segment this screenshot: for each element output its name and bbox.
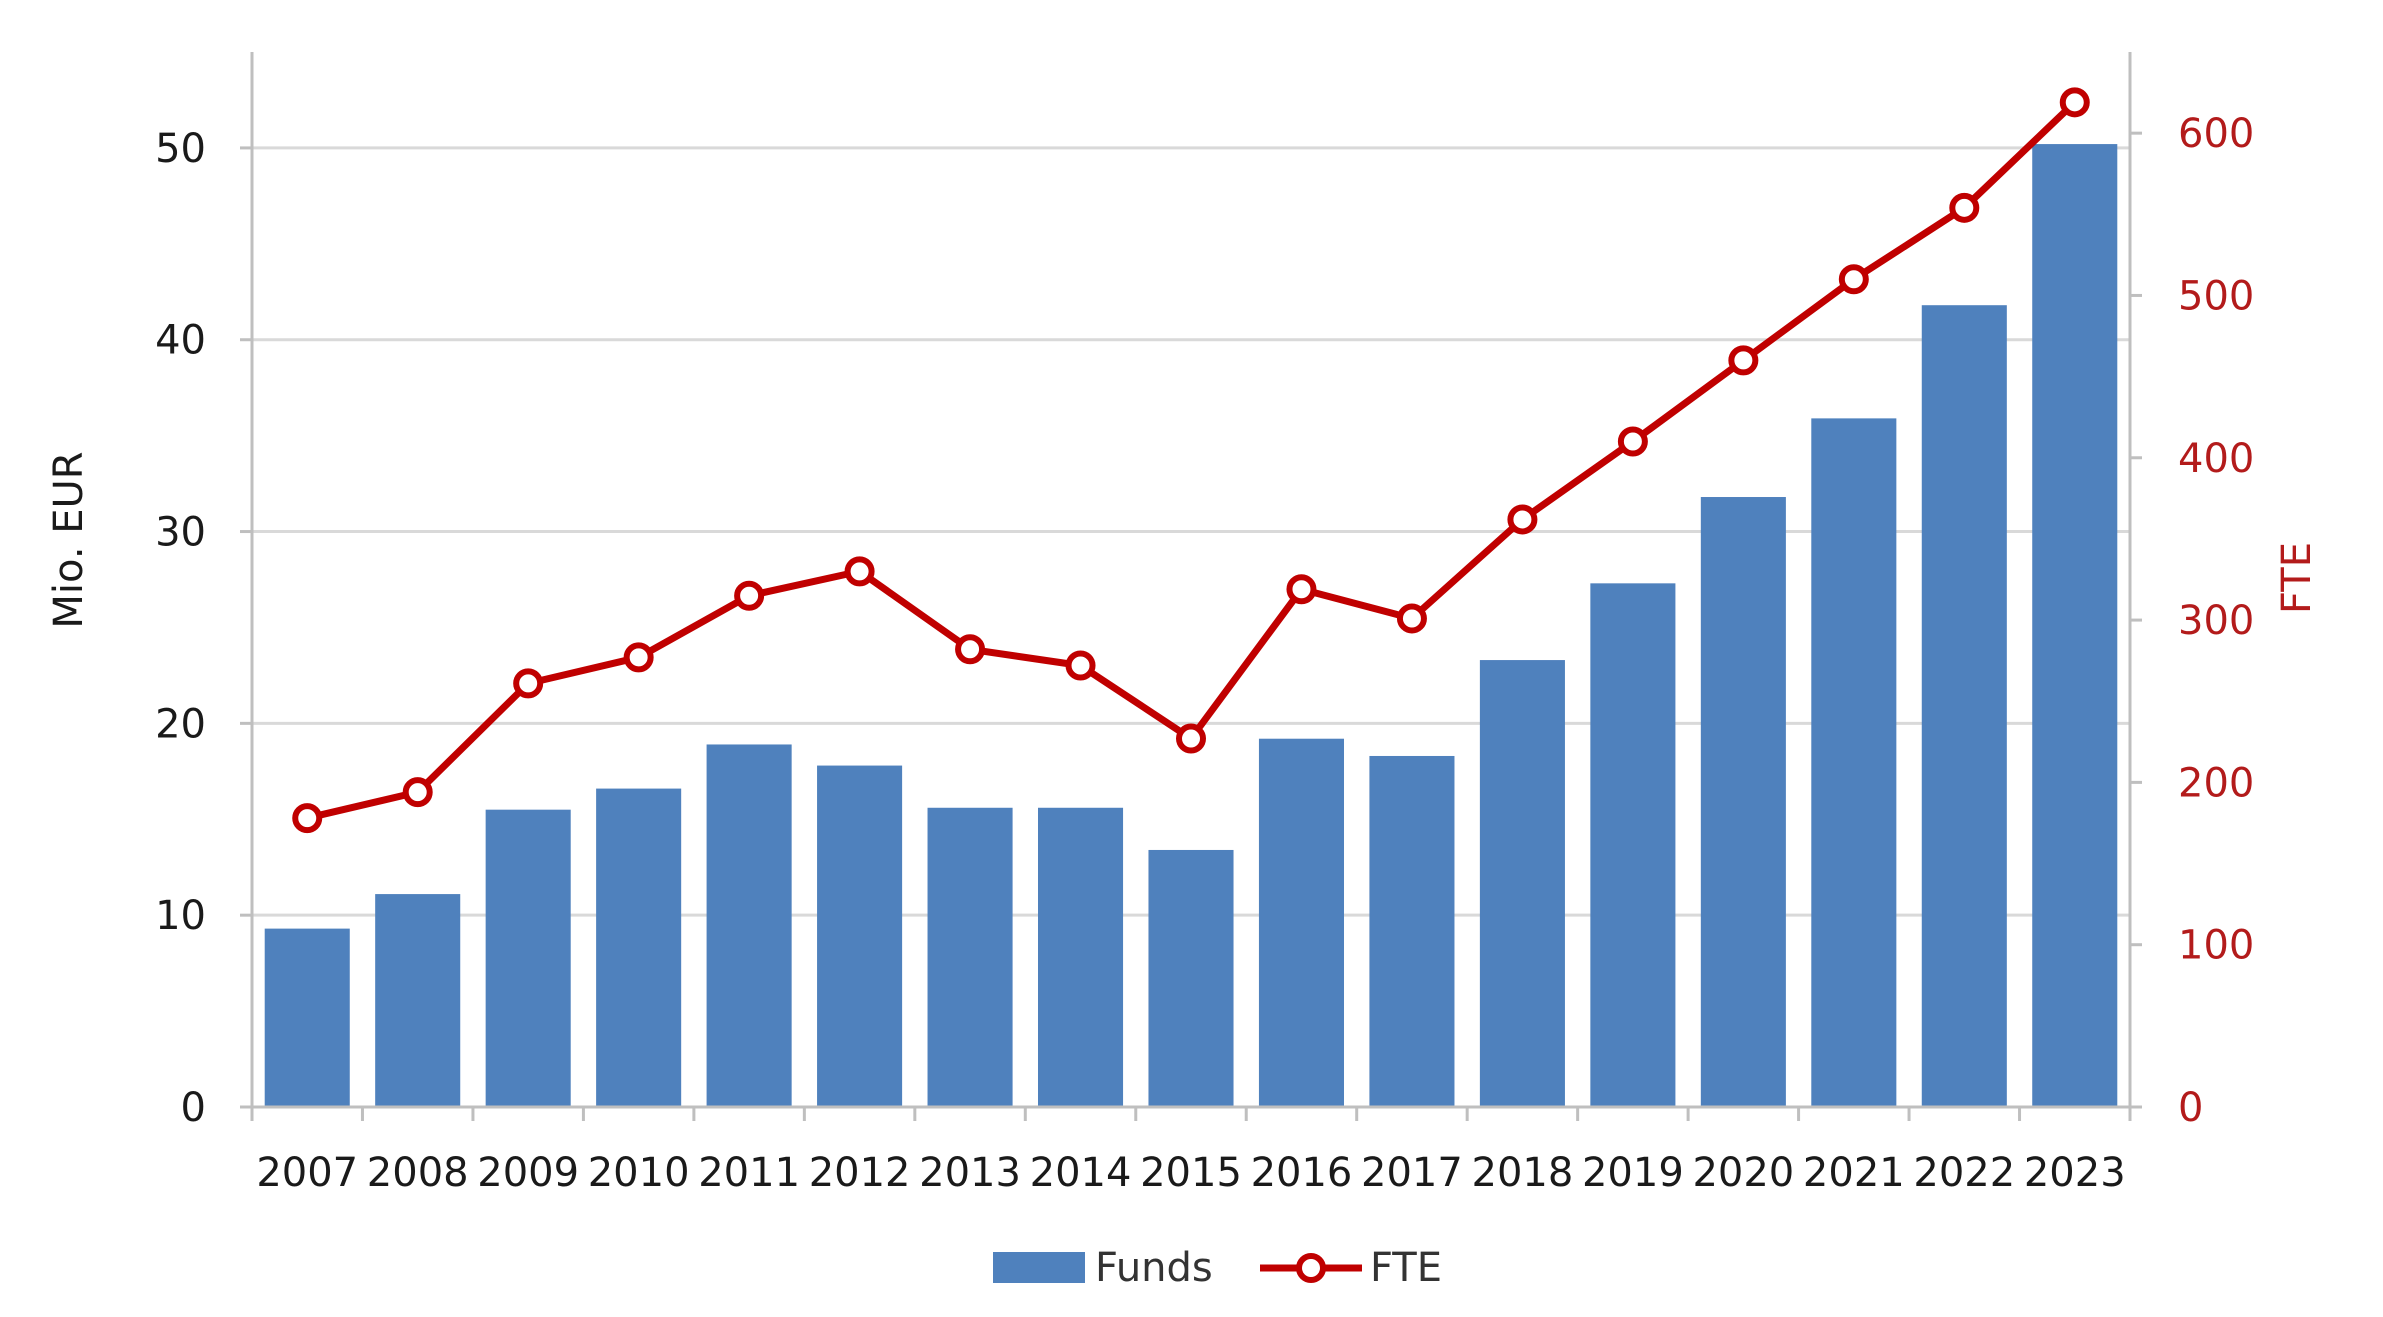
bar-funds-2016: [1258, 738, 1345, 1107]
right-tick-label: 500: [2178, 273, 2254, 319]
legend-funds-label: Funds: [1095, 1245, 1213, 1291]
left-tick-label: 0: [181, 1085, 206, 1131]
left-axis-title: Mio. EUR: [46, 451, 92, 628]
x-tick-label: 2007: [256, 1150, 358, 1196]
left-axis-ticks: 0 10 20 30 40 50: [155, 126, 206, 1131]
point-fte-2018: [1507, 504, 1538, 535]
point-fte-2007: [292, 803, 323, 834]
right-tick-label: 400: [2178, 436, 2254, 482]
point-fte-2017: [1396, 603, 1427, 634]
right-axis-title: FTE: [2274, 542, 2320, 614]
point-fte-2008: [402, 777, 433, 808]
point-fte-2020: [1728, 345, 1759, 376]
point-fte-2022: [1949, 192, 1980, 223]
right-tick-label: 600: [2178, 111, 2254, 157]
bar-funds-2012: [817, 765, 903, 1107]
x-tick-label: 2020: [1692, 1150, 1794, 1196]
right-tick-label: 200: [2178, 760, 2254, 806]
fte-series-line: [306, 99, 2078, 822]
bar-funds-2017: [1369, 755, 1455, 1107]
left-tick-label: 20: [155, 701, 206, 747]
x-tick-label: 2017: [1361, 1150, 1463, 1196]
left-tick-label: 40: [155, 318, 206, 364]
bar-funds-2007: [264, 928, 350, 1107]
left-tick-label: 10: [155, 893, 206, 939]
point-fte-2009: [513, 668, 544, 699]
x-tick-label: 2013: [919, 1150, 1021, 1196]
bar-funds-2022: [1921, 305, 2007, 1107]
x-tick-label: 2012: [809, 1150, 911, 1196]
bar-funds-2009: [485, 809, 571, 1107]
bar-funds-2019: [1590, 583, 1676, 1107]
point-fte-2015: [1176, 723, 1206, 754]
bar-funds-2010: [596, 788, 682, 1107]
point-fte-2014: [1065, 650, 1096, 681]
bar-funds-2015: [1148, 849, 1234, 1107]
x-tick-label: 2019: [1582, 1150, 1684, 1196]
x-tick-label: 2023: [2024, 1150, 2126, 1196]
x-tick-label: 2011: [698, 1150, 800, 1196]
legend-funds-swatch: [993, 1252, 1085, 1283]
left-tick-label: 30: [155, 510, 206, 556]
right-axis-ticks: 0 100 200 300 400 500 600: [2178, 111, 2254, 1131]
x-tick-label: 2008: [367, 1150, 469, 1196]
right-tick-label: 300: [2178, 598, 2254, 644]
funds-bars: [264, 144, 2118, 1107]
x-tick-label: 2016: [1251, 1150, 1353, 1196]
bar-funds-2020: [1700, 497, 1786, 1107]
point-fte-2011: [734, 580, 765, 611]
bar-funds-2011: [706, 744, 792, 1107]
bar-funds-2013: [927, 807, 1013, 1107]
bar-funds-2014: [1037, 807, 1124, 1107]
bar-funds-2018: [1479, 660, 1565, 1107]
axes: [240, 52, 2142, 1121]
x-tick-label: 2022: [1913, 1150, 2015, 1196]
point-fte-2019: [1617, 426, 1648, 457]
point-fte-2023: [2059, 87, 2090, 118]
bar-funds-2023: [2032, 144, 2118, 1107]
point-fte-2010: [623, 642, 654, 673]
x-axis-ticks: 2007 2008 2009 2010 2011 2012 2013 2014 2015 2016…: [256, 1150, 2125, 1196]
x-tick-label: 2018: [1472, 1150, 1574, 1196]
x-tick-label: 2021: [1803, 1150, 1905, 1196]
right-tick-label: 0: [2178, 1085, 2203, 1131]
legend-fte-marker: [1296, 1253, 1326, 1283]
x-tick-label: 2015: [1140, 1150, 1242, 1196]
bar-funds-2008: [375, 894, 461, 1107]
x-tick-label: 2010: [588, 1150, 690, 1196]
fte-line: [292, 87, 2090, 834]
legend: Funds FTE: [993, 1245, 1442, 1291]
right-tick-label: 100: [2178, 923, 2254, 969]
point-fte-2016: [1286, 574, 1317, 605]
legend-fte-label: FTE: [1370, 1245, 1442, 1291]
x-tick-label: 2014: [1030, 1150, 1132, 1196]
bar-funds-2021: [1811, 418, 1897, 1107]
left-tick-label: 50: [155, 126, 206, 172]
x-tick-label: 2009: [477, 1150, 579, 1196]
point-fte-2021: [1838, 264, 1869, 295]
point-fte-2013: [955, 634, 986, 665]
point-fte-2012: [844, 556, 875, 587]
